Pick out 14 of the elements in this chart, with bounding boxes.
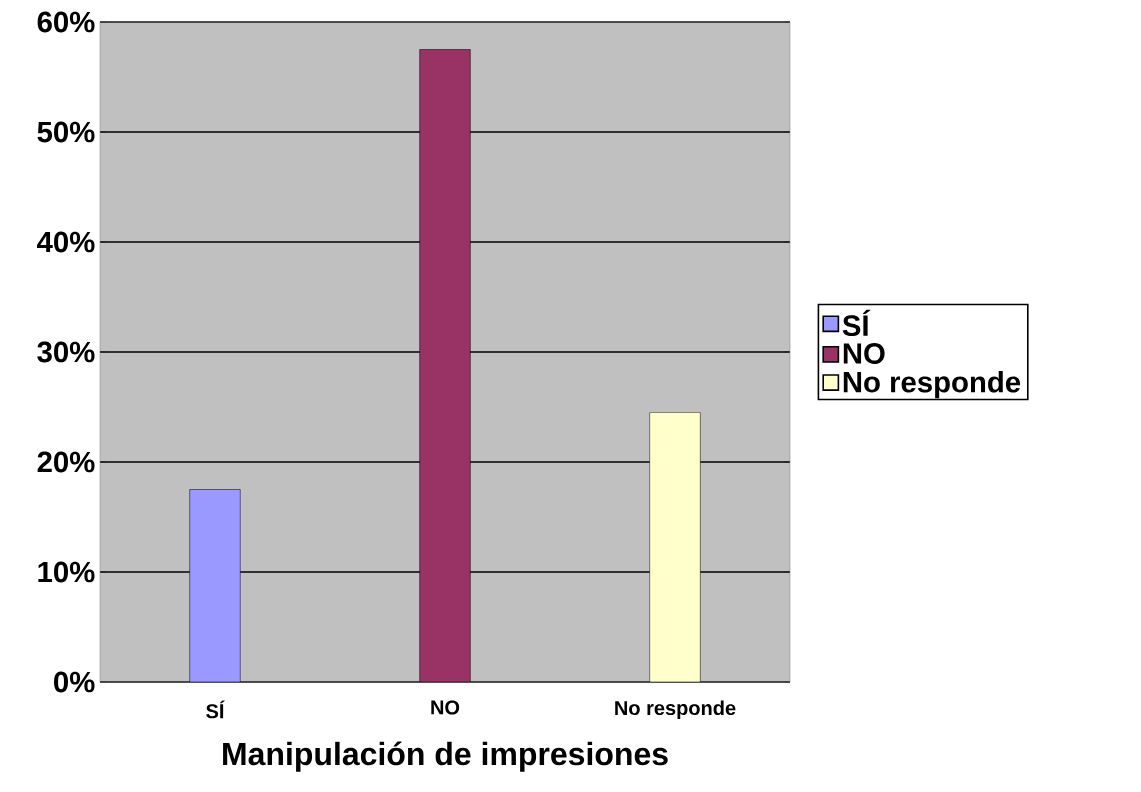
x-axis-title: Manipulación de impresiones: [223, 741, 668, 772]
y-tick-label: 10%: [38, 561, 95, 583]
legend-label: No responde: [843, 370, 1021, 399]
x-tick-label: NO: [431, 700, 460, 715]
y-tick-label: 20%: [37, 451, 95, 473]
y-tick-label: 40%: [37, 231, 95, 253]
legend-label: NO: [843, 343, 885, 364]
y-tick-label: 0%: [54, 671, 95, 693]
y-tick-label: 50%: [37, 121, 95, 143]
x-tick-label: No responde: [615, 700, 736, 720]
y-tick-label: 30%: [37, 341, 95, 363]
legend-label: SÍ: [842, 309, 871, 337]
x-tick-label: SÍ: [206, 700, 225, 719]
y-tick-label: 60%: [37, 11, 95, 33]
